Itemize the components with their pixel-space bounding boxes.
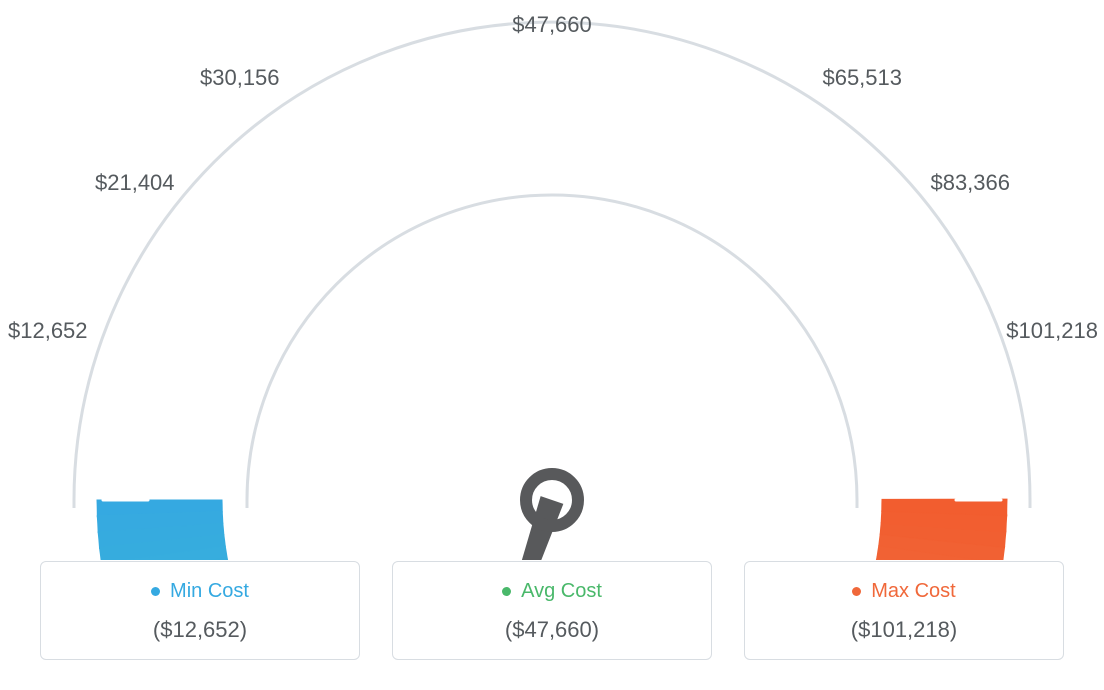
tick-label-3: $47,660 (512, 12, 592, 38)
legend-card-avg: Avg Cost ($47,660) (392, 561, 712, 660)
legend-title-min: Min Cost (41, 580, 359, 603)
legend-value-avg: ($47,660) (393, 617, 711, 643)
legend-value-min: ($12,652) (41, 617, 359, 643)
dot-icon-min (151, 587, 160, 596)
legend-value-max: ($101,218) (745, 617, 1063, 643)
legend-card-min: Min Cost ($12,652) (40, 561, 360, 660)
legend-title-avg: Avg Cost (393, 580, 711, 603)
tick-label-1: $21,404 (95, 170, 175, 196)
legend-title-text: Min Cost (170, 580, 249, 603)
legend-card-max: Max Cost ($101,218) (744, 561, 1064, 660)
tick-label-5: $83,366 (930, 170, 1010, 196)
legend-title-text: Max Cost (871, 580, 955, 603)
legend-row: Min Cost ($12,652) Avg Cost ($47,660) Ma… (0, 561, 1104, 660)
dot-icon-avg (502, 587, 511, 596)
legend-title-max: Max Cost (745, 580, 1063, 603)
tick-label-2: $30,156 (200, 65, 280, 91)
dot-icon-max (852, 587, 861, 596)
gauge-svg (0, 0, 1104, 560)
gauge-area: $12,652 $21,404 $30,156 $47,660 $65,513 … (0, 0, 1104, 540)
tick-label-4: $65,513 (822, 65, 902, 91)
legend-title-text: Avg Cost (521, 580, 602, 603)
cost-gauge-container: $12,652 $21,404 $30,156 $47,660 $65,513 … (0, 0, 1104, 690)
tick-label-6: $101,218 (1006, 318, 1098, 344)
tick-label-0: $12,652 (8, 318, 88, 344)
